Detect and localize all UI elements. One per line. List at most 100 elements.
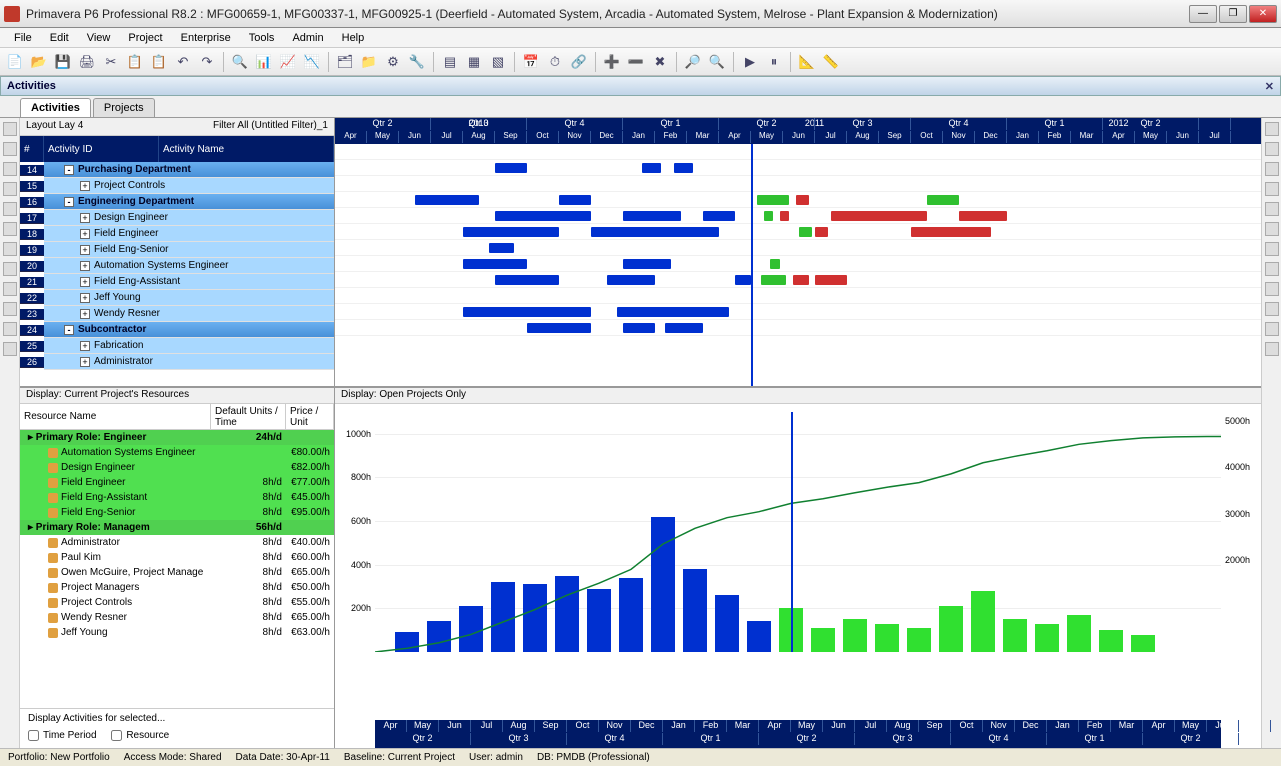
toolbar-button[interactable]: 📉 <box>301 51 323 73</box>
toolbar-button[interactable]: 📂 <box>28 51 50 73</box>
expander-icon[interactable]: + <box>80 277 90 287</box>
resource-role-row[interactable]: ▸ Primary Role: Engineer24h/d <box>20 430 334 445</box>
menu-project[interactable]: Project <box>120 30 170 46</box>
expander-icon[interactable]: + <box>80 293 90 303</box>
side-button[interactable] <box>3 262 17 276</box>
side-button[interactable] <box>3 322 17 336</box>
expander-icon[interactable]: + <box>80 245 90 255</box>
tree-row[interactable]: 17+Design Engineer <box>20 210 334 226</box>
side-button[interactable] <box>3 182 17 196</box>
gantt-bar[interactable] <box>703 211 735 221</box>
expander-icon[interactable]: + <box>80 261 90 271</box>
expander-icon[interactable]: + <box>80 309 90 319</box>
toolbar-button[interactable]: 🔍 <box>706 51 728 73</box>
gantt-bar[interactable] <box>799 227 812 237</box>
tree-row[interactable]: 23+Wendy Resner <box>20 306 334 322</box>
expander-icon[interactable]: + <box>80 357 90 367</box>
gantt-bar[interactable] <box>463 307 591 317</box>
gantt-bar[interactable] <box>607 275 655 285</box>
gantt-bar[interactable] <box>617 307 729 317</box>
side-button[interactable] <box>1265 242 1279 256</box>
gantt-row[interactable] <box>335 224 1261 240</box>
gantt-row[interactable] <box>335 272 1261 288</box>
toolbar-button[interactable]: ➕ <box>601 51 623 73</box>
resource-row[interactable]: Administrator8h/d€40.00/h <box>20 535 334 550</box>
gantt-bar[interactable] <box>757 195 789 205</box>
maximize-button[interactable]: ❐ <box>1219 5 1247 23</box>
toolbar-button[interactable]: ▦ <box>463 51 485 73</box>
side-button[interactable] <box>1265 342 1279 356</box>
side-button[interactable] <box>3 302 17 316</box>
col-num[interactable]: # <box>20 136 44 162</box>
gantt-bar[interactable] <box>489 243 515 253</box>
gantt-bar[interactable] <box>780 211 790 221</box>
col-activity-name[interactable]: Activity Name <box>159 136 334 162</box>
toolbar-button[interactable]: 📏 <box>820 51 842 73</box>
side-button[interactable] <box>3 342 17 356</box>
gantt-body[interactable] <box>335 144 1261 386</box>
minimize-button[interactable]: — <box>1189 5 1217 23</box>
menu-view[interactable]: View <box>79 30 119 46</box>
gantt-row[interactable] <box>335 288 1261 304</box>
toolbar-button[interactable]: ⚙ <box>382 51 404 73</box>
toolbar-button[interactable]: ✂ <box>100 51 122 73</box>
expander-icon[interactable]: + <box>80 181 90 191</box>
gantt-row[interactable] <box>335 176 1261 192</box>
side-button[interactable] <box>3 142 17 156</box>
resource-row[interactable]: Automation Systems Engineer€80.00/h <box>20 445 334 460</box>
side-button[interactable] <box>1265 222 1279 236</box>
resource-row[interactable]: Paul Kim8h/d€60.00/h <box>20 550 334 565</box>
expander-icon[interactable]: - <box>64 325 74 335</box>
toolbar-button[interactable]: ↷ <box>196 51 218 73</box>
gantt-bar[interactable] <box>559 195 591 205</box>
resource-row[interactable]: Design Engineer€82.00/h <box>20 460 334 475</box>
gantt-row[interactable] <box>335 304 1261 320</box>
toolbar-button[interactable]: 🔎 <box>682 51 704 73</box>
side-button[interactable] <box>1265 202 1279 216</box>
gantt-bar[interactable] <box>463 259 527 269</box>
col-price[interactable]: Price / Unit <box>286 404 334 429</box>
tree-row[interactable]: 14-Purchasing Department <box>20 162 334 178</box>
chart-display-bar[interactable]: Display: Open Projects Only <box>335 388 1261 404</box>
tree-row[interactable]: 26+Administrator <box>20 354 334 370</box>
gantt-bar[interactable] <box>815 227 828 237</box>
chk-time-period[interactable]: Time Period <box>28 730 97 741</box>
toolbar-button[interactable]: 📊 <box>253 51 275 73</box>
resource-display-bar[interactable]: Display: Current Project's Resources <box>20 388 334 404</box>
toolbar-button[interactable]: 📈 <box>277 51 299 73</box>
toolbar-button[interactable]: 💾 <box>52 51 74 73</box>
gantt-row[interactable] <box>335 192 1261 208</box>
resource-row[interactable]: Field Eng-Assistant8h/d€45.00/h <box>20 490 334 505</box>
side-button[interactable] <box>1265 182 1279 196</box>
side-button[interactable] <box>1265 262 1279 276</box>
gantt-bar[interactable] <box>959 211 1007 221</box>
gantt-bar[interactable] <box>665 323 703 333</box>
resource-row[interactable]: Project Managers8h/d€50.00/h <box>20 580 334 595</box>
gantt-bar[interactable] <box>793 275 809 285</box>
tree-row[interactable]: 16-Engineering Department <box>20 194 334 210</box>
gantt-bar[interactable] <box>495 275 559 285</box>
side-button[interactable] <box>1265 142 1279 156</box>
side-button[interactable] <box>3 222 17 236</box>
side-button[interactable] <box>1265 302 1279 316</box>
gantt-bar[interactable] <box>495 211 591 221</box>
gantt-bar[interactable] <box>927 195 959 205</box>
gantt-bar[interactable] <box>770 259 780 269</box>
gantt-bar[interactable] <box>796 195 809 205</box>
toolbar-button[interactable]: ➖ <box>625 51 647 73</box>
tree-row[interactable]: 19+Field Eng-Senior <box>20 242 334 258</box>
side-button[interactable] <box>3 202 17 216</box>
expander-icon[interactable]: + <box>80 341 90 351</box>
tree-body[interactable]: 14-Purchasing Department15+Project Contr… <box>20 162 334 386</box>
resource-body[interactable]: ▸ Primary Role: Engineer24h/dAutomation … <box>20 430 334 708</box>
gantt-row[interactable] <box>335 320 1261 336</box>
side-button[interactable] <box>3 242 17 256</box>
resource-role-row[interactable]: ▸ Primary Role: Managem56h/d <box>20 520 334 535</box>
toolbar-button[interactable]: ⏸ <box>763 51 785 73</box>
toolbar-button[interactable]: 📐 <box>796 51 818 73</box>
side-button[interactable] <box>1265 122 1279 136</box>
chk-resource[interactable]: Resource <box>111 730 169 741</box>
gantt-bar[interactable] <box>527 323 591 333</box>
resource-row[interactable]: Jeff Young8h/d€63.00/h <box>20 625 334 640</box>
section-close-icon[interactable]: ✕ <box>1265 80 1274 93</box>
